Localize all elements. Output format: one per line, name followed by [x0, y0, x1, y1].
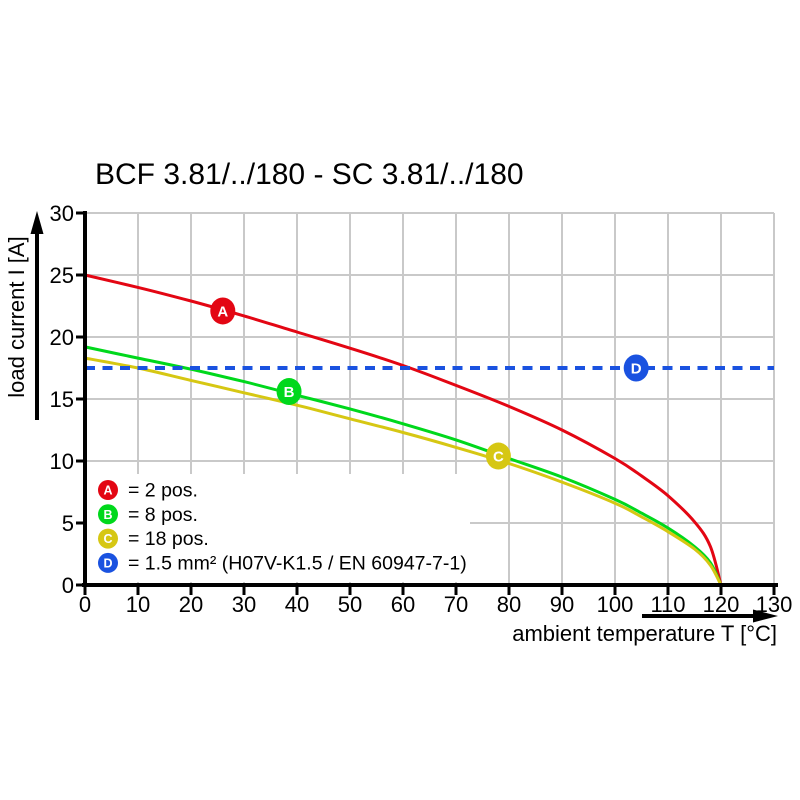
x-tick-label-20: 20: [179, 592, 203, 617]
marker-C-letter: C: [493, 449, 504, 466]
axes: [82, 211, 778, 587]
x-tick-label-0: 0: [79, 592, 91, 617]
x-tick-label-120: 120: [703, 592, 740, 617]
curve-C: [83, 356, 723, 587]
legend-letter-C: C: [103, 532, 112, 546]
y-tick-label-0: 0: [62, 573, 74, 598]
tick-marks: [76, 211, 776, 595]
x-tick-label-100: 100: [597, 592, 634, 617]
y-tick-label-30: 30: [50, 201, 74, 226]
y-tick-label-25: 25: [50, 263, 74, 288]
y-tick-label-20: 20: [50, 325, 74, 350]
y-tick-label-15: 15: [50, 387, 74, 412]
legend-item-A: A = 2 pos.: [98, 480, 198, 502]
legend-swatch-B: [98, 504, 118, 525]
legend-label-A: = 2 pos.: [128, 480, 198, 502]
marker-A-bubble: [210, 297, 236, 325]
marker-D: D: [623, 354, 649, 382]
x-axis-label: ambient temperature T [°C]: [512, 621, 777, 646]
curve-B: [83, 345, 723, 587]
legend-letter-D: D: [103, 556, 112, 570]
marker-A: A: [210, 297, 236, 325]
legend-item-B: B = 8 pos.: [98, 504, 198, 526]
curves: [83, 273, 774, 587]
legend-label-C: = 18 pos.: [128, 528, 209, 550]
x-axis-annotation: ambient temperature T [°C]: [512, 609, 778, 646]
x-tick-label-60: 60: [391, 592, 415, 617]
legend-swatch-A: [98, 480, 118, 500]
marker-C: C: [485, 442, 511, 470]
legend-item-C: C = 18 pos.: [98, 528, 209, 550]
marker-D-letter: D: [631, 361, 642, 378]
tick-labels: 0 10 20 30 40 50 60 70 80 90 100 110 120 130051015202…: [50, 201, 793, 617]
y-axis-arrowhead-icon: [30, 211, 44, 234]
marker-B-bubble: [276, 378, 302, 406]
legend-item-D: D = 1.5 mm² (H07V-K1.5 / EN 60947-7-1): [98, 552, 467, 574]
legend-background: [87, 474, 470, 582]
y-axis-annotation: load current I [A]: [4, 211, 44, 420]
x-tick-label-110: 110: [650, 592, 685, 617]
x-tick-label-30: 30: [232, 592, 256, 617]
curve-markers: A B C D: [210, 297, 649, 470]
x-tick-label-50: 50: [338, 592, 362, 617]
chart-title: BCF 3.81/../180 - SC 3.81/../180: [95, 158, 524, 191]
x-tick-label-90: 90: [550, 592, 574, 617]
marker-C-bubble: [485, 442, 511, 470]
legend-letter-B: B: [103, 508, 112, 522]
legend: A = 2 pos. B = 8 pos. C = 18 pos. D = 1.5 mm² (…: [98, 480, 467, 574]
x-axis-arrowhead-icon: [753, 609, 778, 623]
legend-label-D: = 1.5 mm² (H07V-K1.5 / EN 60947-7-1): [128, 552, 467, 574]
y-tick-label-10: 10: [50, 449, 74, 474]
legend-letter-A: A: [103, 484, 112, 498]
legend-box: [87, 474, 470, 582]
x-tick-label-70: 70: [444, 592, 468, 617]
y-axis-label: load current I [A]: [4, 236, 29, 397]
legend-swatch-D: [98, 552, 118, 573]
x-tick-label-80: 80: [497, 592, 521, 617]
marker-D-bubble: [623, 354, 649, 382]
x-tick-label-10: 10: [126, 592, 150, 617]
marker-B: B: [276, 378, 302, 406]
legend-swatch-C: [98, 528, 118, 549]
x-tick-label-40: 40: [285, 592, 309, 617]
y-tick-label-5: 5: [62, 511, 74, 536]
legend-label-B: = 8 pos.: [128, 504, 198, 526]
marker-A-letter: A: [217, 303, 228, 320]
marker-B-letter: B: [284, 384, 295, 401]
